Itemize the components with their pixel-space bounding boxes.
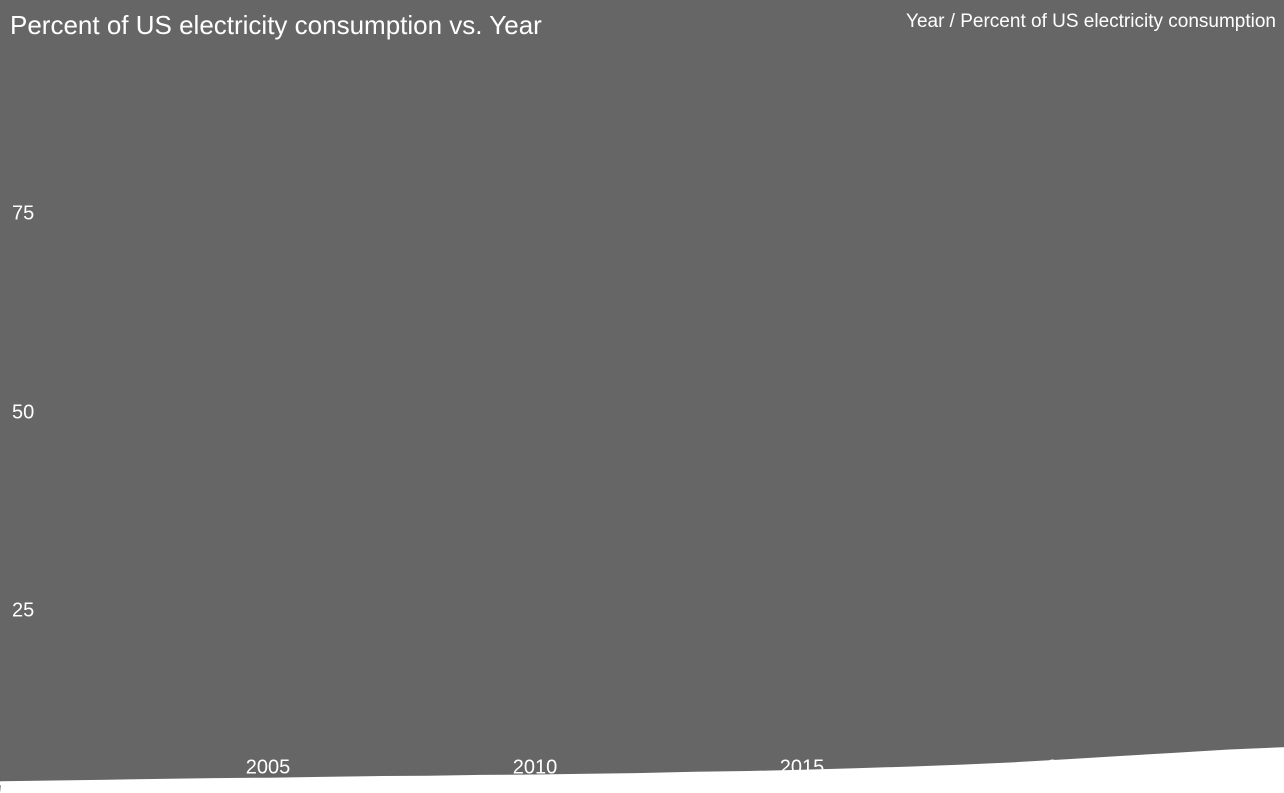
x-axis-tick-2005: 2005 <box>245 756 291 779</box>
chart-title: Percent of US electricity consumption vs… <box>10 10 542 40</box>
y-axis-tick-50: 50 <box>12 401 35 424</box>
y-axis-tick-75: 75 <box>12 202 35 225</box>
x-axis-tick-2015: 2015 <box>779 756 825 779</box>
x-axis-tick-2020: 2020 <box>1046 756 1092 779</box>
x-axis-tick-2010: 2010 <box>512 756 558 779</box>
chart-axes-label: Year / Percent of US electricity consump… <box>906 11 1276 32</box>
y-axis-tick-25: 25 <box>12 599 35 622</box>
